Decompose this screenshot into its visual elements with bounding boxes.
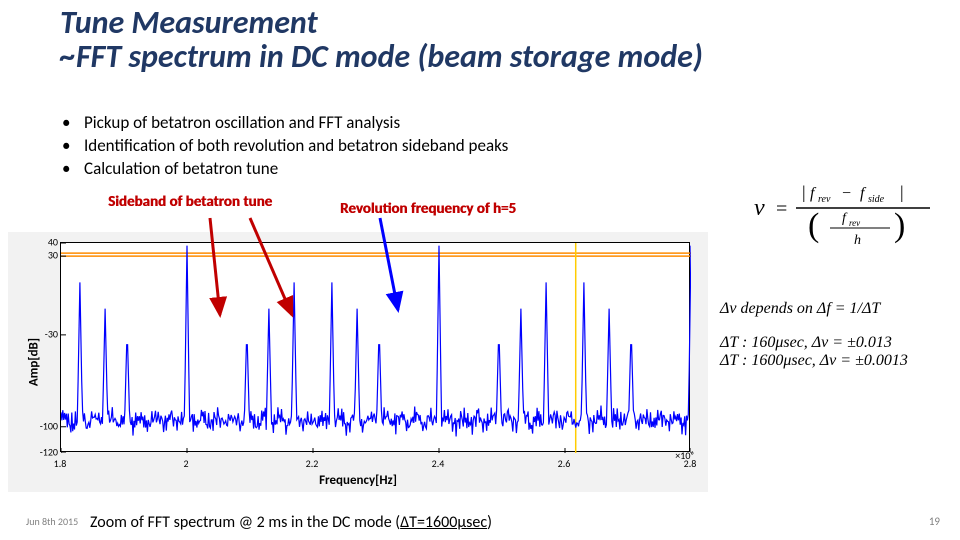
slide-title: Tune Measurement ~FFT spectrum in DC mod… (60, 6, 940, 73)
svg-text:f: f (842, 211, 848, 226)
formula: ν = | f rev − f side | ( f rev h ) (750, 170, 940, 248)
chart-xtick: 1.8 (54, 457, 67, 470)
slide-number: 19 (929, 515, 940, 528)
chart-ytick: 30 (28, 249, 58, 262)
svg-text:side: side (868, 194, 885, 205)
bullet-item: Identification of both revolution and be… (60, 135, 710, 158)
chart-plot-area (60, 242, 690, 452)
title-line1: Tune Measurement (60, 6, 940, 40)
chart-ytick: -30 (28, 327, 58, 340)
caption-highlight: ΔT=1600μsec (400, 513, 487, 532)
footer-date: Jun 8th 2015 (26, 515, 78, 528)
svg-text:rev: rev (818, 194, 831, 205)
bullet-item: Pickup of betatron oscillation and FFT a… (60, 112, 710, 135)
svg-text:): ) (894, 207, 905, 244)
svg-text:f: f (860, 185, 867, 202)
note-line3: ΔT : 1600μsec, Δν = ±0.0013 (720, 352, 950, 370)
bullet-list: Pickup of betatron oscillation and FFT a… (60, 112, 710, 181)
caption-suffix: ) (487, 513, 492, 532)
note-line1: Δν depends on Δf = 1/ΔT (720, 300, 950, 318)
svg-text:rev: rev (849, 218, 860, 228)
svg-text:(: ( (808, 207, 819, 244)
svg-text:h: h (854, 233, 861, 248)
svg-text:ν: ν (754, 195, 765, 221)
annot-revolution: Revolution frequency of h=5 (340, 200, 516, 218)
title-line2: ~FFT spectrum in DC mode (beam storage m… (60, 40, 940, 74)
svg-text:f: f (810, 185, 817, 202)
right-notes: Δν depends on Δf = 1/ΔT ΔT : 160μsec, Δν… (720, 300, 950, 370)
fft-chart: Amp[dB] Frequency[Hz] ×10⁶ 4030-30-100-1… (8, 232, 708, 492)
annot-sideband: Sideband of betatron tune (108, 193, 272, 211)
note-line2: ΔT : 160μsec, Δν = ±0.013 (720, 334, 950, 352)
bullet-item: Calculation of betatron tune (60, 158, 710, 181)
svg-text:|: | (802, 182, 806, 202)
caption-prefix: Zoom of FFT spectrum @ 2 ms in the DC mo… (90, 513, 400, 532)
chart-xlabel: Frequency[Hz] (319, 473, 397, 488)
chart-xtick: 2 (183, 457, 188, 470)
chart-xtick: 2.8 (684, 457, 697, 470)
footer-caption: Zoom of FFT spectrum @ 2 ms in the DC mo… (90, 513, 492, 532)
chart-ylabel: Amp[dB] (27, 338, 42, 386)
chart-xtick: 2.4 (432, 457, 445, 470)
chart-xtick: 2.6 (558, 457, 571, 470)
chart-xtick: 2.2 (306, 457, 319, 470)
chart-ytick: 40 (28, 236, 58, 249)
chart-ytick: -100 (28, 419, 58, 432)
svg-text:−: − (842, 185, 851, 202)
svg-text:|: | (900, 182, 904, 202)
svg-text:=: = (776, 198, 787, 220)
